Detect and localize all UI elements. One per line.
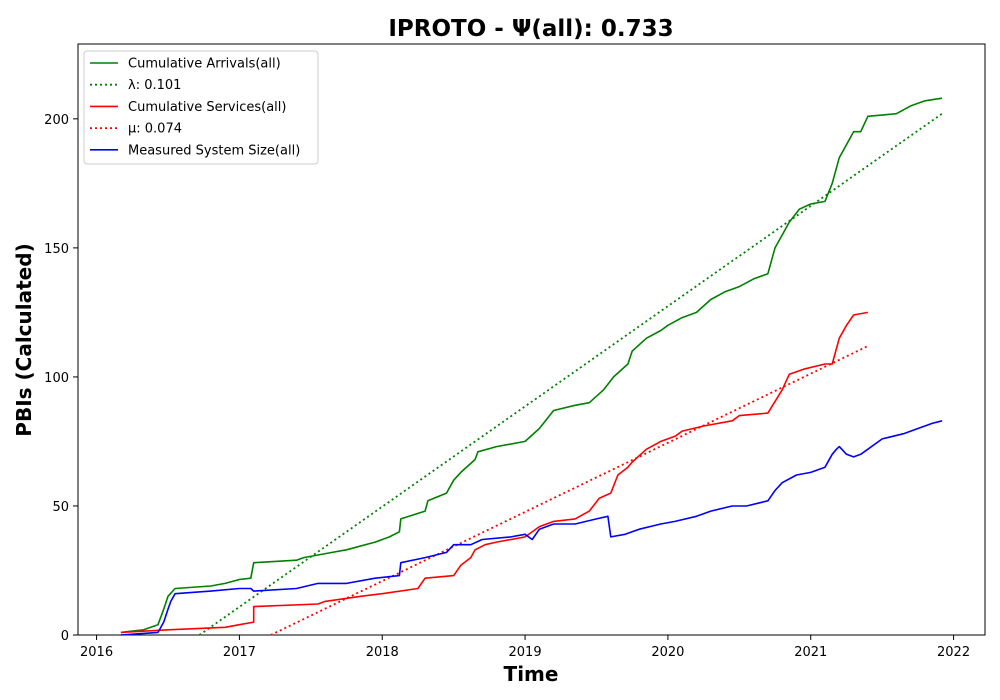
x-axis: 2016 2017 2018 2019 2020 2021 2022 [80,635,970,660]
legend: Cumulative Arrivals(all) λ: 0.101 Cumulati… [83,50,319,165]
chart-title: IPROTO - Ψ(all): 0.733 [388,16,673,42]
x-tick-label: 2016 [80,645,113,660]
legend-entry-label: μ: 0.074 [128,122,182,137]
y-tick-label: 150 [44,242,69,257]
series-line-3 [270,345,869,636]
y-axis: 0 50 100 150 200 [44,113,78,644]
series-layer [120,97,943,636]
y-tick-label: 200 [44,113,69,128]
y-tick-label: 0 [61,629,69,644]
legend-entry-label: λ: 0.101 [128,78,181,93]
x-tick-label: 2019 [509,645,542,660]
x-tick-label: 2022 [937,645,970,660]
series-line-2 [120,311,869,634]
series-line-0 [120,97,943,634]
legend-entry-label: Cumulative Arrivals(all) [128,57,281,72]
series-line-4 [120,420,943,636]
x-tick-label: 2017 [223,645,256,660]
y-axis-title: PBIs (Calculated) [12,243,36,436]
x-tick-label: 2020 [651,645,684,660]
x-tick-label: 2018 [366,645,399,660]
x-tick-label: 2021 [794,645,827,660]
x-axis-title: Time [504,662,559,686]
y-tick-label: 100 [44,371,69,386]
legend-box [83,50,319,165]
legend-entry-label: Measured System Size(all) [128,143,300,158]
y-tick-label: 50 [52,500,69,515]
series-line-1 [198,112,943,636]
legend-entry-label: Cumulative Services(all) [128,100,286,115]
